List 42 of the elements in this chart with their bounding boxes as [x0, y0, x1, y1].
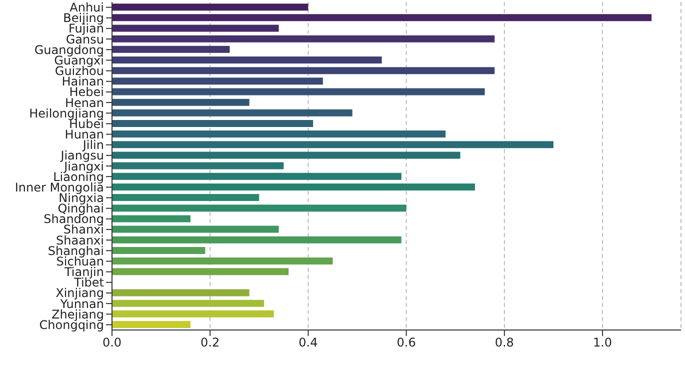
bar: [112, 183, 475, 190]
bar: [112, 215, 190, 222]
x-tick-label: 0.4: [298, 336, 318, 350]
bar: [112, 236, 402, 244]
bar: [112, 321, 190, 328]
bar: [112, 35, 495, 42]
bar: [112, 78, 323, 85]
bar: [112, 14, 652, 22]
x-tick-label: 0.6: [396, 336, 416, 350]
bar: [112, 98, 250, 106]
bar: [112, 226, 279, 233]
bar: [112, 152, 460, 159]
bar: [112, 194, 260, 202]
x-tick-label: 0.2: [200, 336, 220, 350]
bar: [112, 109, 352, 116]
bar: [112, 46, 230, 53]
y-tick-label: Xinjiang: [56, 286, 104, 300]
bar: [112, 130, 446, 138]
y-tick-label: Guangdong: [34, 42, 104, 57]
x-tick-label: 1.0: [592, 336, 612, 350]
bar: [112, 141, 554, 148]
x-tick-label: 0.8: [494, 336, 514, 350]
y-tick-label: Tianjin: [63, 265, 104, 280]
x-tick-label: 0.0: [102, 336, 122, 350]
bar: [112, 120, 314, 127]
bar: [112, 88, 485, 96]
bar: [112, 300, 264, 307]
bar: [112, 310, 274, 318]
bar: [112, 204, 406, 212]
bar: [112, 4, 308, 11]
bar: [112, 172, 402, 180]
bar: [112, 24, 279, 32]
bar: [112, 258, 333, 265]
y-tick-label: Hebei: [69, 85, 104, 100]
bar: [112, 56, 382, 64]
y-tick-label: Zhejiang: [52, 307, 104, 322]
y-tick-label: Shanghai: [48, 244, 104, 258]
bar: [112, 268, 289, 276]
bar: [112, 289, 250, 296]
bar: [112, 162, 284, 170]
bar: [112, 67, 495, 74]
bar: [112, 246, 206, 254]
